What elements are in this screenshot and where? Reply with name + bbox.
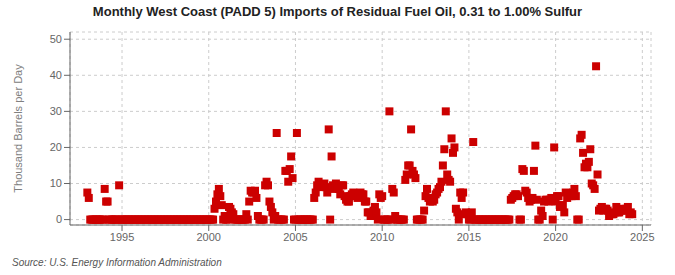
svg-text:20: 20 xyxy=(50,141,62,153)
svg-text:10: 10 xyxy=(50,177,62,189)
svg-text:Thousand Barrels per Day: Thousand Barrels per Day xyxy=(12,64,24,193)
html-text:Source: U.S. Energy Informatio: Source: U.S. Energy Information Administ… xyxy=(12,257,222,268)
svg-text:1995: 1995 xyxy=(110,231,134,243)
svg-text:2015: 2015 xyxy=(457,231,481,243)
html-text:Monthly West Coast (PADD 5) Im: Monthly West Coast (PADD 5) Imports of R… xyxy=(92,4,583,19)
svg-text:0: 0 xyxy=(56,213,62,225)
svg-text:30: 30 xyxy=(50,105,62,117)
svg-text:2000: 2000 xyxy=(197,231,221,243)
svg-text:2005: 2005 xyxy=(283,231,307,243)
svg-text:50: 50 xyxy=(50,33,62,45)
svg-text:2025: 2025 xyxy=(630,231,654,243)
svg-text:2010: 2010 xyxy=(370,231,394,243)
svg-text:2020: 2020 xyxy=(543,231,567,243)
svg-text:40: 40 xyxy=(50,69,62,81)
